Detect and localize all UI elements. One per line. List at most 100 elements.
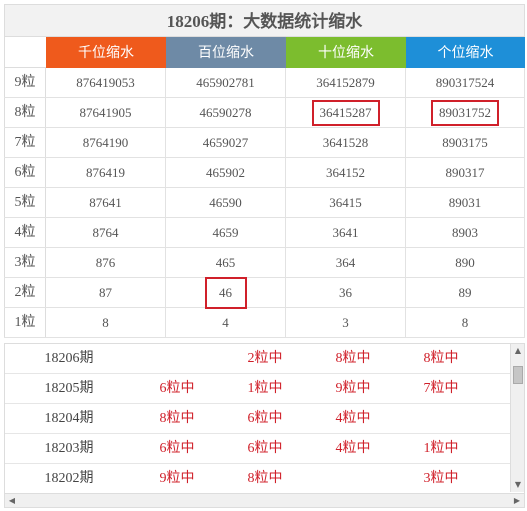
page-title: 18206期：大数据统计缩水 xyxy=(4,4,525,37)
result-hundreds: 2粒中 xyxy=(221,344,309,373)
scroll-down-icon[interactable]: ▼ xyxy=(511,478,525,492)
result-tens: 8粒中 xyxy=(309,344,397,373)
result-hundreds: 1粒中 xyxy=(221,374,309,403)
cell-thousands: 87641 xyxy=(46,188,166,217)
result-units: 1粒中 xyxy=(397,434,485,463)
cell-tens: 3641 xyxy=(286,218,406,247)
cell-thousands: 87641905 xyxy=(46,98,166,127)
table-row: 5粒 87641 46590 36415 89031 xyxy=(4,188,525,218)
cell-hundreds: 465902781 xyxy=(166,68,286,97)
stats-table: 18206期：大数据统计缩水 千位缩水 百位缩水 十位缩水 个位缩水 9粒 87… xyxy=(4,4,525,337)
cell-tens: 3 xyxy=(286,308,406,337)
row-label: 5粒 xyxy=(4,188,46,217)
row-label: 7粒 xyxy=(4,128,46,157)
cell-units: 89031 xyxy=(406,188,525,217)
period-label: 18205期 xyxy=(5,374,133,403)
cell-hundreds: 46 xyxy=(166,278,286,307)
result-thousands: 6粒中 xyxy=(133,434,221,463)
cell-hundreds: 4659 xyxy=(166,218,286,247)
cell-thousands: 876419 xyxy=(46,158,166,187)
vertical-scrollbar[interactable]: ▲ ▼ xyxy=(510,344,524,492)
period-label: 18206期 xyxy=(5,344,133,373)
cell-units: 890 xyxy=(406,248,525,277)
cell-hundreds: 46590278 xyxy=(166,98,286,127)
table-row: 3粒 876 465 364 890 xyxy=(4,248,525,278)
table-row: 7粒 8764190 4659027 3641528 8903175 xyxy=(4,128,525,158)
scroll-right-icon[interactable]: ▶ xyxy=(510,494,524,508)
scroll-up-icon[interactable]: ▲ xyxy=(511,344,525,358)
cell-hundreds: 465 xyxy=(166,248,286,277)
row-label: 2粒 xyxy=(4,278,46,307)
table-row: 8粒 87641905 46590278 36415287 89031752 xyxy=(4,98,525,128)
table-row: 9粒 876419053 465902781 364152879 8903175… xyxy=(4,68,525,98)
cell-units: 890317524 xyxy=(406,68,525,97)
result-units xyxy=(397,404,485,433)
cell-tens: 364152879 xyxy=(286,68,406,97)
result-tens: 9粒中 xyxy=(309,374,397,403)
result-tens: 4粒中 xyxy=(309,404,397,433)
cell-hundreds: 465902 xyxy=(166,158,286,187)
list-item: 18204期 8粒中 6粒中 4粒中 xyxy=(5,404,524,434)
result-units: 7粒中 xyxy=(397,374,485,403)
result-hundreds: 8粒中 xyxy=(221,464,309,493)
cell-thousands: 8764 xyxy=(46,218,166,247)
row-label: 9粒 xyxy=(4,68,46,97)
cell-tens: 364152 xyxy=(286,158,406,187)
cell-units: 8903175 xyxy=(406,128,525,157)
cell-thousands: 876 xyxy=(46,248,166,277)
result-thousands: 9粒中 xyxy=(133,464,221,493)
row-label: 4粒 xyxy=(4,218,46,247)
header-row: 千位缩水 百位缩水 十位缩水 个位缩水 xyxy=(4,37,525,68)
horizontal-scrollbar[interactable]: ◀ ▶ xyxy=(5,493,524,507)
row-label: 8粒 xyxy=(4,98,46,127)
period-label: 18202期 xyxy=(5,464,133,493)
list-item: 18206期 2粒中 8粒中 8粒中 xyxy=(5,344,524,374)
table-row: 1粒 8 4 3 8 xyxy=(4,308,525,338)
highlighted-value: 46 xyxy=(205,277,247,309)
result-units: 3粒中 xyxy=(397,464,485,493)
header-thousands: 千位缩水 xyxy=(46,37,166,68)
cell-tens: 36 xyxy=(286,278,406,307)
cell-tens: 36415287 xyxy=(286,98,406,127)
result-tens xyxy=(309,464,397,493)
result-thousands: 8粒中 xyxy=(133,404,221,433)
row-label: 6粒 xyxy=(4,158,46,187)
period-label: 18204期 xyxy=(5,404,133,433)
cell-hundreds: 4659027 xyxy=(166,128,286,157)
result-hundreds: 6粒中 xyxy=(221,404,309,433)
cell-units: 89031752 xyxy=(406,98,525,127)
row-label: 3粒 xyxy=(4,248,46,277)
cell-units: 8903 xyxy=(406,218,525,247)
cell-thousands: 876419053 xyxy=(46,68,166,97)
cell-hundreds: 4 xyxy=(166,308,286,337)
result-tens: 4粒中 xyxy=(309,434,397,463)
table-row: 2粒 87 46 36 89 xyxy=(4,278,525,308)
cell-thousands: 8764190 xyxy=(46,128,166,157)
cell-tens: 364 xyxy=(286,248,406,277)
result-thousands: 6粒中 xyxy=(133,374,221,403)
highlighted-value: 89031752 xyxy=(431,100,499,126)
header-corner xyxy=(4,37,46,68)
scroll-left-icon[interactable]: ◀ xyxy=(5,494,19,508)
period-label: 18203期 xyxy=(5,434,133,463)
row-label: 1粒 xyxy=(4,308,46,337)
result-hundreds: 6粒中 xyxy=(221,434,309,463)
list-item: 18205期 6粒中 1粒中 9粒中 7粒中 xyxy=(5,374,524,404)
cell-units: 8 xyxy=(406,308,525,337)
scrollbar-thumb[interactable] xyxy=(513,366,523,384)
list-item: 18202期 9粒中 8粒中 3粒中 xyxy=(5,464,524,494)
result-units: 8粒中 xyxy=(397,344,485,373)
cell-tens: 3641528 xyxy=(286,128,406,157)
result-thousands xyxy=(133,344,221,373)
cell-tens: 36415 xyxy=(286,188,406,217)
table-row: 6粒 876419 465902 364152 890317 xyxy=(4,158,525,188)
header-tens: 十位缩水 xyxy=(286,37,406,68)
history-list[interactable]: 18206期 2粒中 8粒中 8粒中 18205期 6粒中 1粒中 9粒中 7粒… xyxy=(4,343,525,508)
cell-thousands: 8 xyxy=(46,308,166,337)
cell-hundreds: 46590 xyxy=(166,188,286,217)
cell-units: 890317 xyxy=(406,158,525,187)
cell-units: 89 xyxy=(406,278,525,307)
header-units: 个位缩水 xyxy=(406,37,525,68)
highlighted-value: 36415287 xyxy=(312,100,380,126)
list-item: 18203期 6粒中 6粒中 4粒中 1粒中 xyxy=(5,434,524,464)
